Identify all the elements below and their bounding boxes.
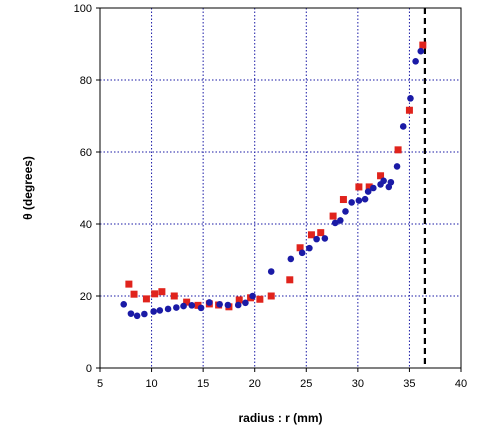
point-series1-39 [417, 47, 425, 55]
point-series1-23 [331, 219, 339, 227]
point-series1-6 [164, 305, 172, 313]
point-series1-24 [337, 217, 344, 224]
point-series0-20 [339, 196, 347, 204]
point-series1-35 [393, 163, 401, 170]
point-series1-9 [188, 302, 196, 309]
point-series1-8 [180, 302, 187, 310]
point-series1-17 [267, 268, 275, 275]
point-series1-38 [412, 57, 419, 65]
y-axis-title: θ (degrees) [21, 156, 35, 220]
point-series0-16 [296, 244, 304, 252]
x-tick-label-3: 20 [249, 378, 261, 390]
point-series1-22 [321, 235, 329, 242]
point-series0-0 [125, 280, 133, 288]
point-series1-1 [127, 310, 135, 317]
point-series1-20 [306, 244, 313, 252]
point-series0-26 [419, 41, 427, 49]
x-axis-title: radius : r (mm) [238, 411, 322, 425]
point-series0-2 [142, 295, 150, 303]
point-series1-2 [133, 312, 141, 320]
point-series1-11 [206, 299, 213, 306]
point-series1-15 [242, 299, 249, 307]
point-series1-32 [380, 177, 387, 185]
point-series0-14 [267, 292, 275, 300]
point-series1-36 [399, 123, 407, 130]
point-series1-21 [313, 235, 320, 243]
point-series0-17 [307, 231, 315, 239]
point-series1-16 [249, 292, 256, 300]
point-series1-28 [361, 195, 369, 203]
point-series0-7 [194, 301, 202, 309]
x-tick-label-6: 35 [403, 378, 415, 390]
point-series0-22 [365, 183, 373, 191]
y-tick-label-0: 0 [86, 363, 92, 375]
point-series0-19 [329, 212, 337, 220]
x-tick-label-7: 40 [455, 378, 467, 390]
x-tick-label-1: 10 [145, 378, 157, 390]
point-series0-5 [170, 292, 178, 300]
point-series1-12 [216, 300, 223, 308]
x-tick-label-4: 25 [300, 378, 312, 390]
point-series1-13 [224, 301, 232, 309]
point-series0-13 [256, 295, 264, 303]
point-series0-24 [394, 146, 402, 154]
point-series0-6 [183, 298, 191, 306]
point-series0-21 [355, 183, 363, 191]
point-series1-7 [173, 304, 180, 311]
point-series1-27 [355, 197, 363, 204]
point-series0-1 [130, 290, 138, 298]
point-series1-10 [197, 304, 205, 312]
point-series0-4 [158, 288, 166, 296]
point-series1-4 [150, 308, 157, 315]
y-tick-label-2: 40 [80, 219, 92, 231]
point-series1-25 [342, 208, 349, 215]
tick-labels: 5 10 15 20 25 30 35 40 0 20 40 60 80 100 [74, 3, 467, 390]
y-tick-label-4: 80 [80, 75, 92, 87]
plot-frame [99, 7, 462, 369]
point-series1-3 [141, 310, 148, 318]
point-series0-3 [151, 290, 159, 298]
point-series0-15 [286, 276, 294, 284]
point-series0-23 [377, 172, 385, 180]
point-series1-5 [156, 307, 164, 314]
point-series0-18 [317, 229, 325, 237]
y-tick-label-3: 60 [80, 147, 92, 159]
point-series1-34 [387, 178, 395, 186]
point-series1-14 [234, 301, 242, 309]
point-series0-25 [405, 106, 413, 114]
point-series1-0 [120, 300, 128, 308]
point-series1-19 [298, 249, 306, 257]
point-series1-37 [407, 95, 414, 102]
point-series1-26 [348, 199, 355, 206]
x-tick-label-5: 30 [352, 378, 364, 390]
x-tick-label-0: 5 [97, 378, 103, 390]
point-series1-30 [370, 184, 377, 192]
y-tick-label-1: 20 [80, 291, 92, 303]
y-tick-label-5: 100 [74, 3, 92, 15]
data-points [120, 41, 427, 320]
point-series1-29 [364, 188, 372, 195]
point-series0-11 [235, 296, 243, 304]
point-series1-18 [287, 255, 295, 263]
x-tick-label-2: 15 [197, 378, 209, 390]
